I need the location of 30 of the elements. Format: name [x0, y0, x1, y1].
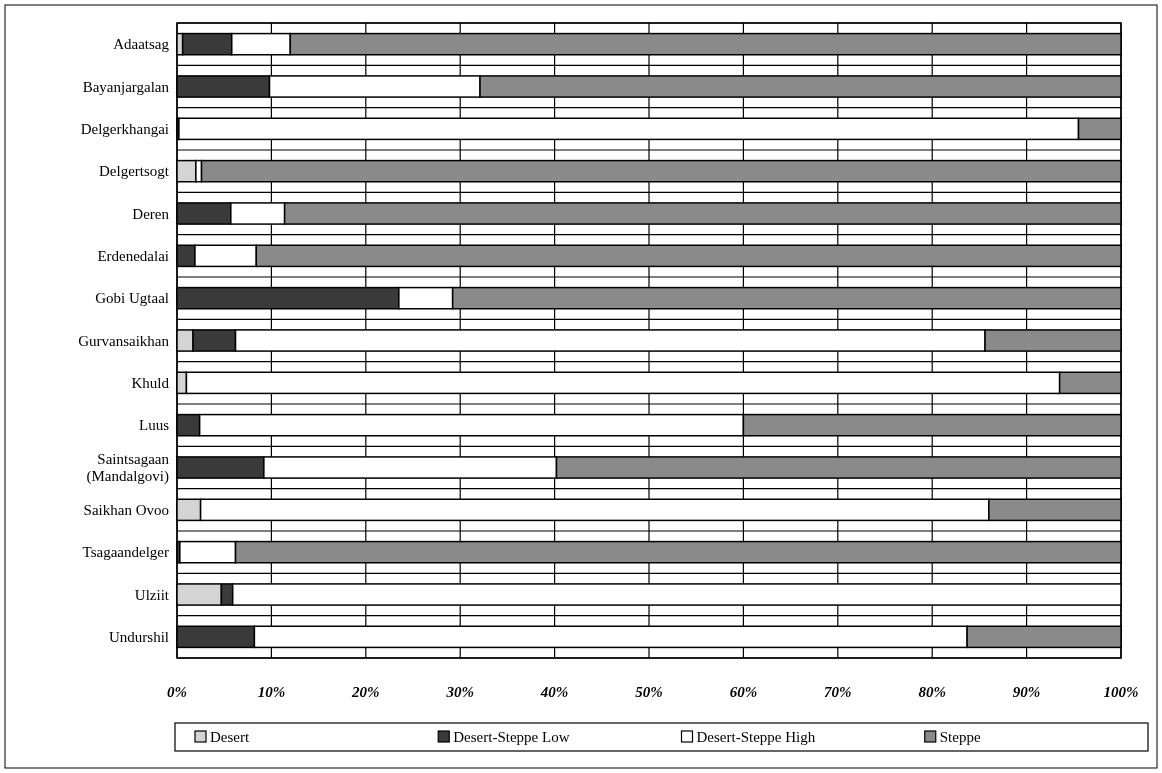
x-tick-label: 100%: [1103, 684, 1139, 700]
y-tick-label: Erdenedalai: [97, 247, 169, 264]
x-tick-label: 30%: [445, 684, 474, 700]
y-tick-label: Ulziit: [134, 586, 170, 603]
x-tick-label: 20%: [351, 684, 380, 700]
y-tick-label: Gobi Ugtaal: [95, 290, 169, 307]
x-tick-label: 90%: [1012, 684, 1041, 700]
y-tick-label: Bayanjargalan: [82, 78, 170, 95]
x-tick-label: 50%: [635, 684, 663, 700]
x-tick-label: 70%: [824, 684, 852, 700]
y-tick-label: Saikhan Ovoo: [83, 501, 169, 518]
legend-label: Desert-Steppe Low: [453, 729, 570, 745]
y-tick-label: Deren: [132, 205, 170, 222]
legend-label: Desert: [210, 729, 250, 745]
y-tick-label: Gurvansaikhan: [78, 332, 170, 349]
y-tick-label: Adaatsag: [113, 36, 170, 53]
x-tick-label: 10%: [257, 684, 286, 700]
y-tick-label: Tsagaandelger: [82, 544, 169, 561]
x-tick-label: 40%: [539, 684, 569, 700]
x-tick-label: 60%: [729, 684, 758, 700]
y-tick-label: Delgerkhangai: [80, 120, 169, 137]
y-tick-label: Undurshil: [109, 628, 169, 645]
legend-label: Desert-Steppe High: [696, 729, 816, 745]
legend-label: Steppe: [939, 729, 981, 745]
x-tick-label: 0%: [167, 684, 187, 700]
y-tick-label: Saintsagaan (Mandalgovi): [86, 451, 170, 485]
y-tick-label: Delgertsogt: [99, 163, 170, 180]
x-tick-label: 80%: [918, 684, 946, 700]
y-tick-label: Khuld: [131, 374, 170, 391]
y-tick-label: Luus: [139, 417, 170, 434]
